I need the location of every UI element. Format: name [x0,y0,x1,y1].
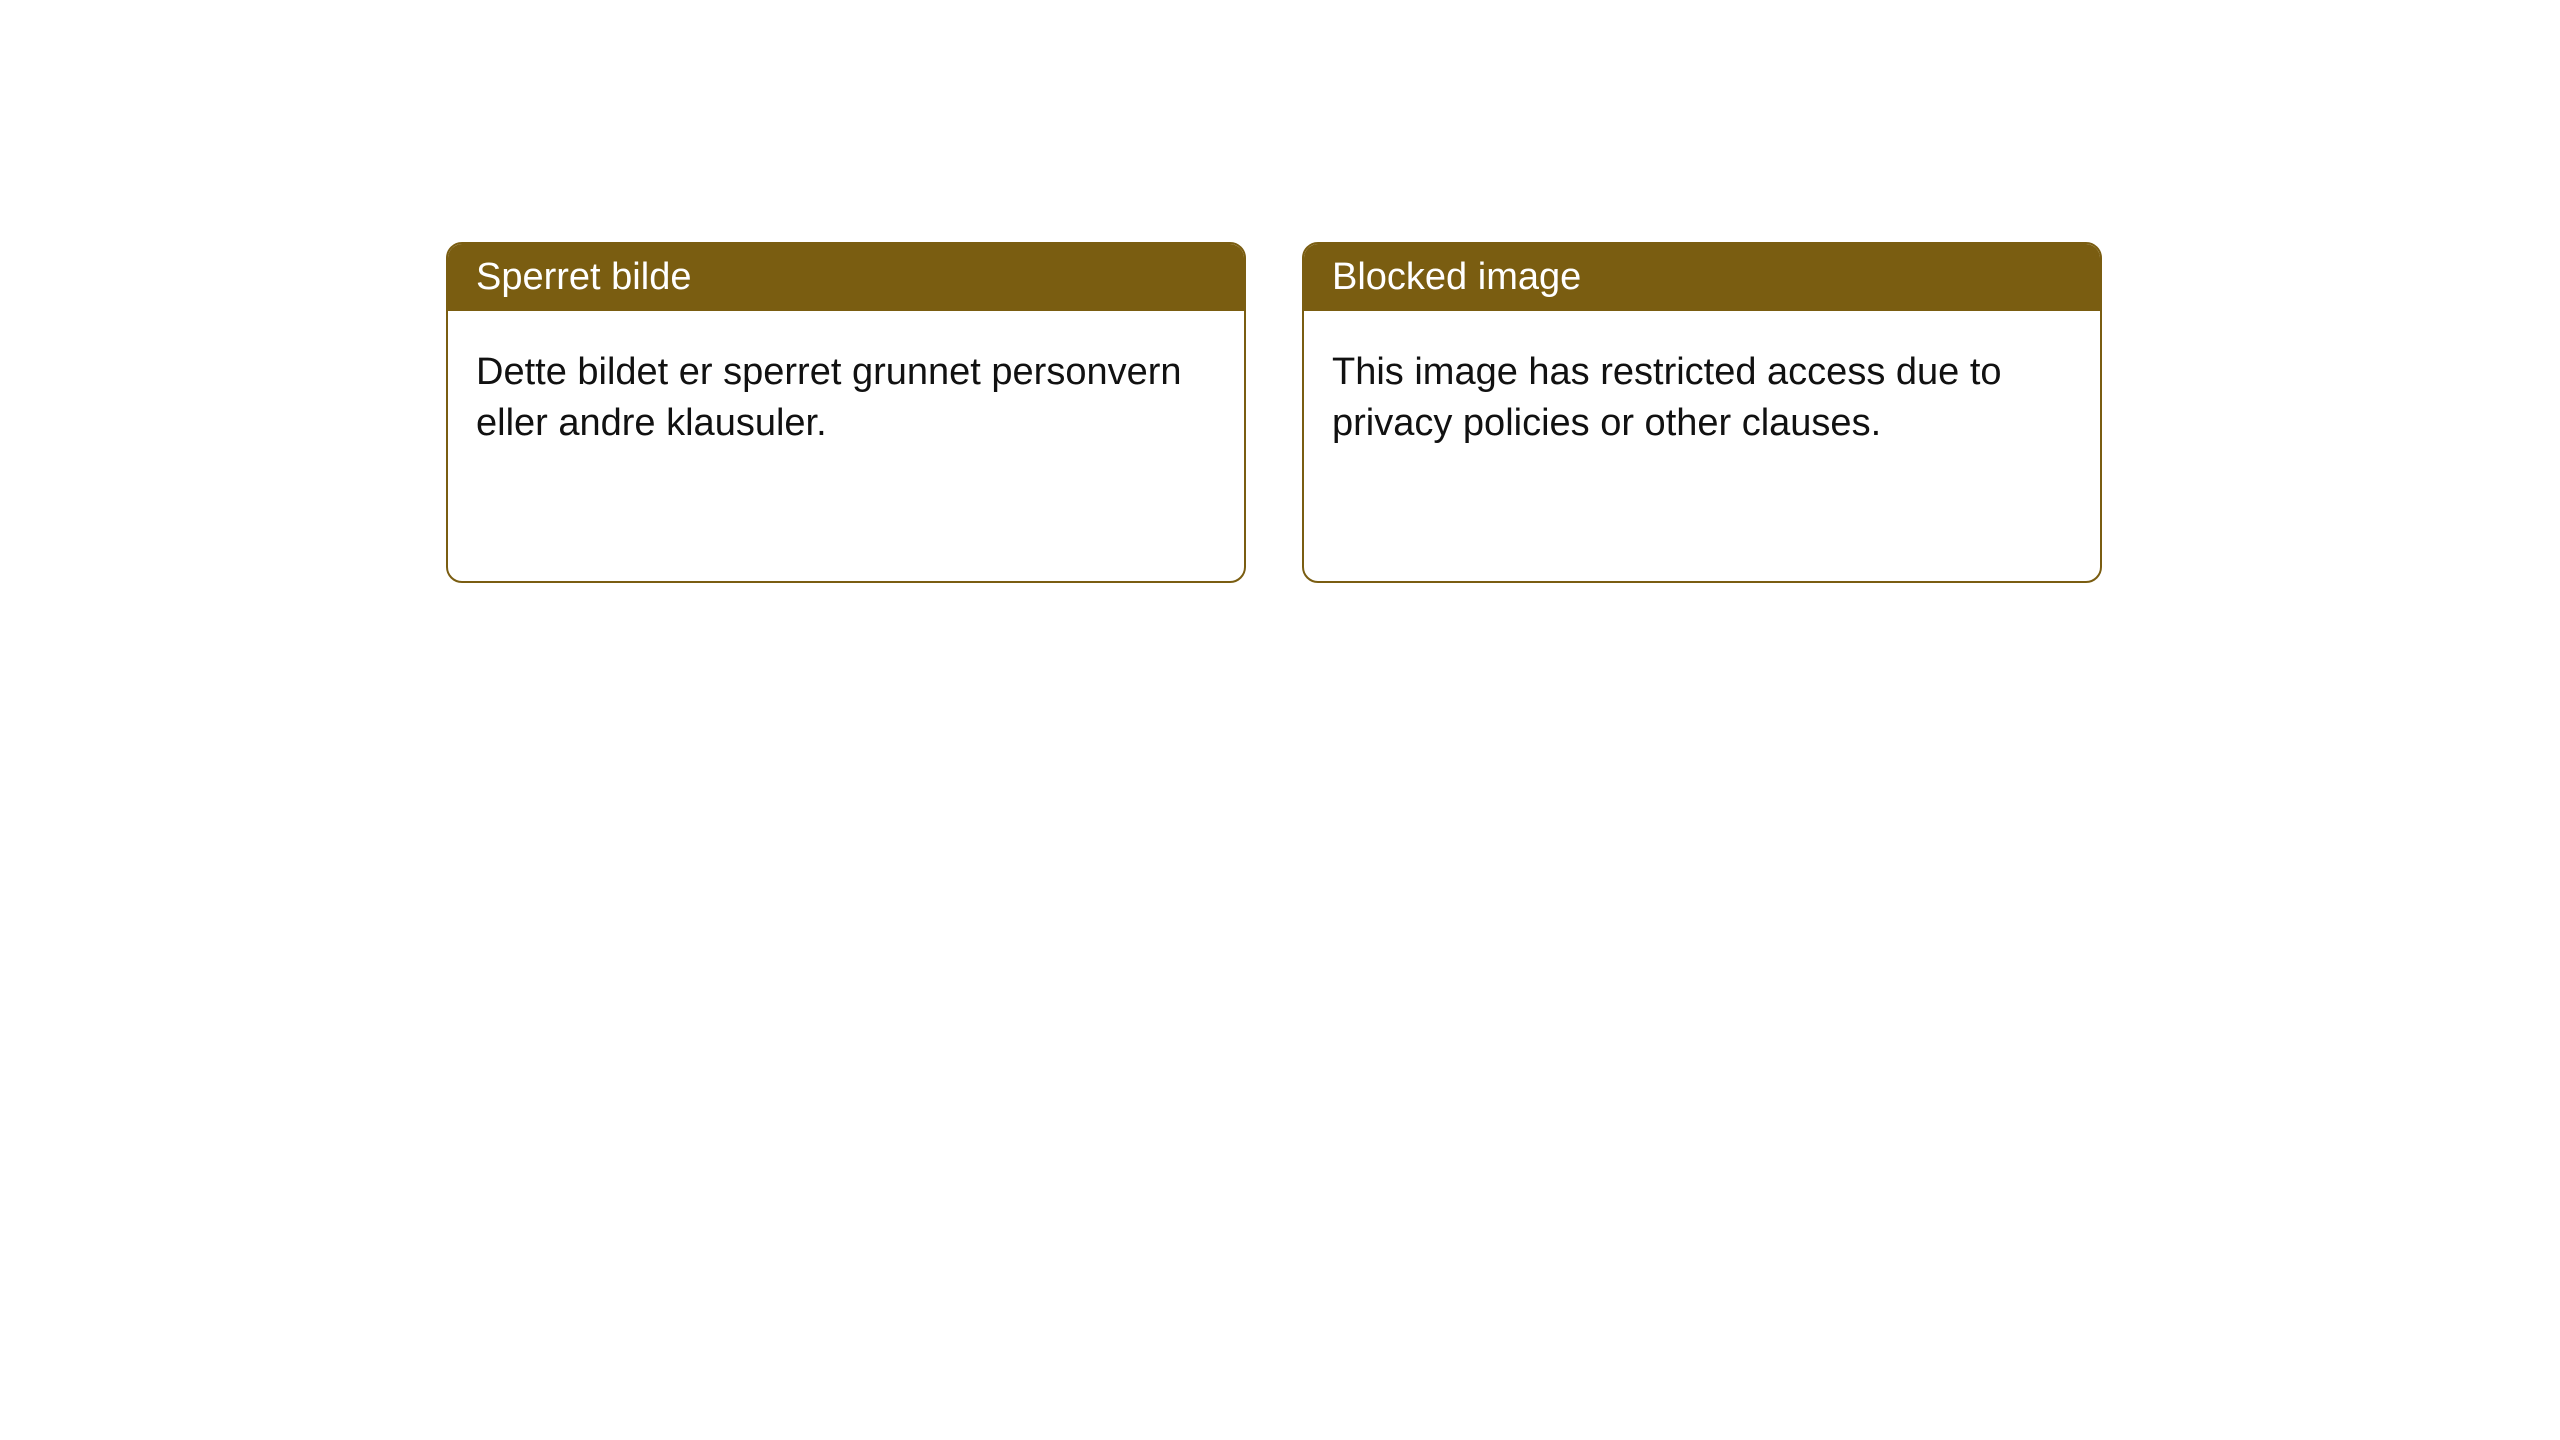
notice-container: Sperret bilde Dette bildet er sperret gr… [0,0,2560,583]
notice-card-english: Blocked image This image has restricted … [1302,242,2102,583]
notice-body: This image has restricted access due to … [1304,311,2100,581]
notice-header: Sperret bilde [448,244,1244,311]
notice-card-norwegian: Sperret bilde Dette bildet er sperret gr… [446,242,1246,583]
notice-header: Blocked image [1304,244,2100,311]
notice-body: Dette bildet er sperret grunnet personve… [448,311,1244,581]
